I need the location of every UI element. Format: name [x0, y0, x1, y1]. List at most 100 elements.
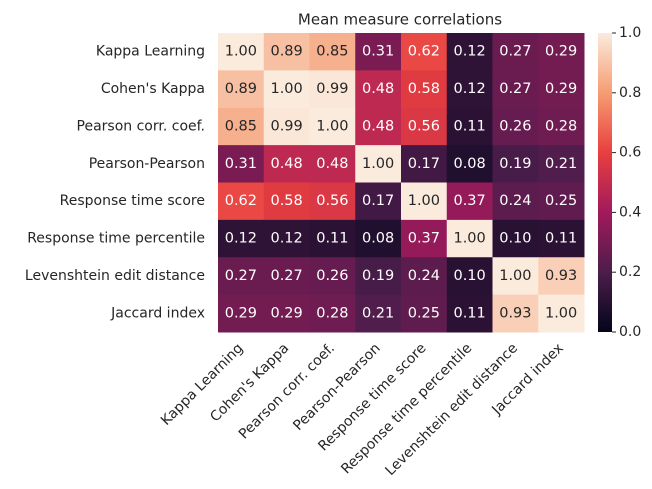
- cell-label: 1.00: [225, 44, 257, 60]
- heatmap-cell: [309, 257, 356, 296]
- heatmap-cell: [401, 107, 448, 146]
- heatmap-cell: [309, 33, 356, 71]
- heatmap-cell: [446, 107, 493, 146]
- heatmap-cell: [309, 70, 356, 109]
- cell-label: 0.37: [408, 231, 440, 247]
- heatmap-cell: [355, 70, 402, 109]
- cell-label: 0.58: [270, 193, 302, 209]
- cell-label: 0.56: [316, 193, 348, 209]
- heatmap-cell: [263, 70, 310, 109]
- heatmap-cell: [401, 33, 448, 71]
- cell-label: 0.28: [545, 118, 577, 134]
- heatmap-cell: [538, 182, 585, 221]
- heatmap-cell: [446, 33, 493, 71]
- y-tick-label: Response time score: [60, 193, 205, 209]
- cell-label: 0.27: [499, 81, 531, 97]
- heatmap-cell: [446, 294, 493, 333]
- cell-label: 0.93: [545, 268, 577, 284]
- cell-label: 1.00: [545, 305, 577, 321]
- cell-label: 0.11: [316, 231, 348, 247]
- heatmap-cell: [538, 257, 585, 296]
- cell-label: 0.99: [270, 118, 302, 134]
- cell-label: 0.85: [225, 118, 257, 134]
- cell-label: 0.11: [545, 231, 577, 247]
- heatmap-cell: [355, 145, 402, 183]
- heatmap-cell: [218, 107, 265, 146]
- heatmap-cell: [218, 257, 265, 296]
- y-tick-label: Response time percentile: [27, 231, 205, 247]
- heatmap-cell: [355, 33, 402, 71]
- colorbar: [598, 33, 612, 332]
- cell-label: 0.28: [316, 305, 348, 321]
- cell-label: 0.12: [270, 231, 302, 247]
- y-tick-label: Jaccard index: [110, 305, 205, 321]
- cell-label: 0.89: [225, 81, 257, 97]
- colorbar-tick-label: 0.4: [619, 204, 641, 220]
- cell-label: 0.12: [453, 44, 485, 60]
- colorbar-tick-label: 0.6: [619, 145, 641, 161]
- cell-label: 0.62: [408, 44, 440, 60]
- heatmap-cell: [309, 145, 356, 183]
- heatmap-cell: [538, 107, 585, 146]
- cell-label: 0.29: [545, 44, 577, 60]
- cell-label: 0.56: [408, 118, 440, 134]
- heatmap-cell: [401, 219, 448, 258]
- cell-label: 0.25: [545, 193, 577, 209]
- heatmap-cell: [309, 107, 356, 146]
- cell-label: 0.21: [362, 305, 394, 321]
- cell-label: 0.12: [225, 231, 257, 247]
- heatmap-cell: [263, 145, 310, 183]
- heatmap-cell: [492, 219, 539, 258]
- y-tick-label: Kappa Learning: [96, 44, 205, 60]
- cell-label: 0.48: [362, 118, 394, 134]
- y-tick-label: Pearson corr. coef.: [77, 118, 205, 134]
- colorbar-tick-label: 0.8: [619, 85, 641, 101]
- heatmap-cell: [218, 294, 265, 333]
- cell-label: 0.19: [362, 268, 394, 284]
- heatmap-cell: [446, 257, 493, 296]
- cell-label: 1.00: [499, 268, 531, 284]
- cell-label: 0.48: [316, 156, 348, 172]
- cell-label: 0.31: [362, 44, 394, 60]
- heatmap-cell: [355, 294, 402, 333]
- heatmap-cell: [492, 294, 539, 333]
- heatmap-cell: [218, 33, 265, 71]
- cell-label: 1.00: [362, 156, 394, 172]
- heatmap-cell: [538, 33, 585, 71]
- cell-label: 0.11: [453, 118, 485, 134]
- heatmap-cell: [446, 145, 493, 183]
- colorbar-tick-label: 0.2: [619, 264, 641, 280]
- x-tick-label: Cohen's Kappa: [207, 340, 292, 425]
- heatmap-cell: [263, 182, 310, 221]
- cell-label: 0.19: [499, 156, 531, 172]
- cell-label: 0.29: [270, 305, 302, 321]
- cell-label: 0.27: [270, 268, 302, 284]
- cell-label: 0.17: [362, 193, 394, 209]
- heatmap-cell: [538, 294, 585, 333]
- cell-label: 0.24: [499, 193, 531, 209]
- heatmap-cell: [263, 257, 310, 296]
- cell-label: 1.00: [408, 193, 440, 209]
- y-tick-label: Pearson-Pearson: [89, 156, 205, 172]
- heatmap-cell: [355, 182, 402, 221]
- cell-label: 0.25: [408, 305, 440, 321]
- cell-label: 0.10: [453, 268, 485, 284]
- cell-label: 0.08: [453, 156, 485, 172]
- cell-label: 0.62: [225, 193, 257, 209]
- heatmap-cell: [263, 219, 310, 258]
- heatmap-cell: [492, 257, 539, 296]
- cell-label: 0.99: [316, 81, 348, 97]
- cell-label: 0.31: [225, 156, 257, 172]
- cell-label: 0.58: [408, 81, 440, 97]
- heatmap-cell: [538, 70, 585, 109]
- heatmap-cell: [538, 219, 585, 258]
- heatmap-cell: [538, 145, 585, 183]
- heatmap-cell: [263, 107, 310, 146]
- heatmap-cell: [309, 294, 356, 333]
- heatmap-cell: [355, 219, 402, 258]
- heatmap-cell: [218, 70, 265, 109]
- heatmap-cell: [401, 257, 448, 296]
- heatmap-cell: [218, 145, 265, 183]
- heatmap-cell: [446, 182, 493, 221]
